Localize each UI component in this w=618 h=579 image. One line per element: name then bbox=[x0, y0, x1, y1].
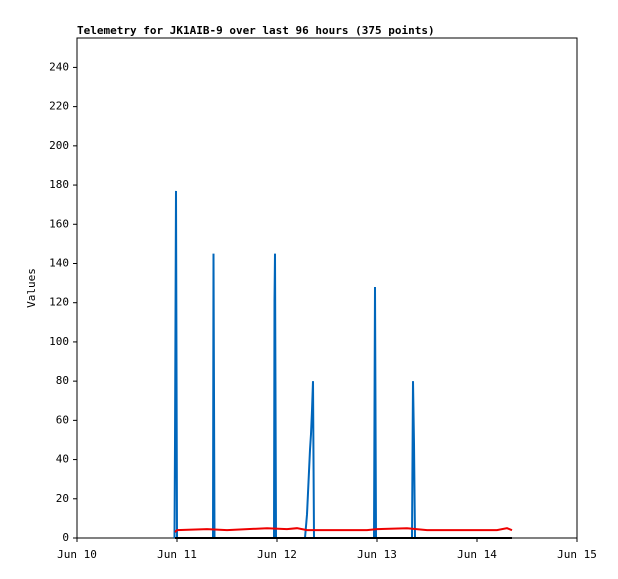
x-tick-label: Jun 14 bbox=[457, 548, 497, 561]
y-tick-label: 220 bbox=[49, 100, 69, 113]
y-tick-label: 240 bbox=[49, 60, 69, 73]
y-tick-label: 0 bbox=[62, 531, 69, 544]
plot-frame bbox=[76, 37, 578, 539]
y-tick-label: 80 bbox=[56, 374, 69, 387]
y-tick-label: 120 bbox=[49, 296, 69, 309]
y-tick-label: 20 bbox=[56, 492, 69, 505]
x-tick-label: Jun 15 bbox=[557, 548, 597, 561]
x-tick-label: Jun 12 bbox=[257, 548, 297, 561]
y-tick-label: 200 bbox=[49, 139, 69, 152]
y-tick-label: 60 bbox=[56, 413, 69, 426]
series-line bbox=[173, 190, 416, 539]
y-tick-label: 140 bbox=[49, 256, 69, 269]
chart-title: Telemetry for JK1AIB-9 over last 96 hour… bbox=[77, 24, 435, 37]
x-tick-label: Jun 13 bbox=[357, 548, 397, 561]
series-line bbox=[174, 527, 513, 533]
y-tick-label: 40 bbox=[56, 453, 69, 466]
y-tick-label: 180 bbox=[49, 178, 69, 191]
x-tick-label: Jun 10 bbox=[57, 548, 97, 561]
x-tick-label: Jun 11 bbox=[157, 548, 197, 561]
y-axis-label: Values bbox=[25, 268, 38, 308]
y-tick-label: 160 bbox=[49, 217, 69, 230]
y-tick-label: 100 bbox=[49, 335, 69, 348]
